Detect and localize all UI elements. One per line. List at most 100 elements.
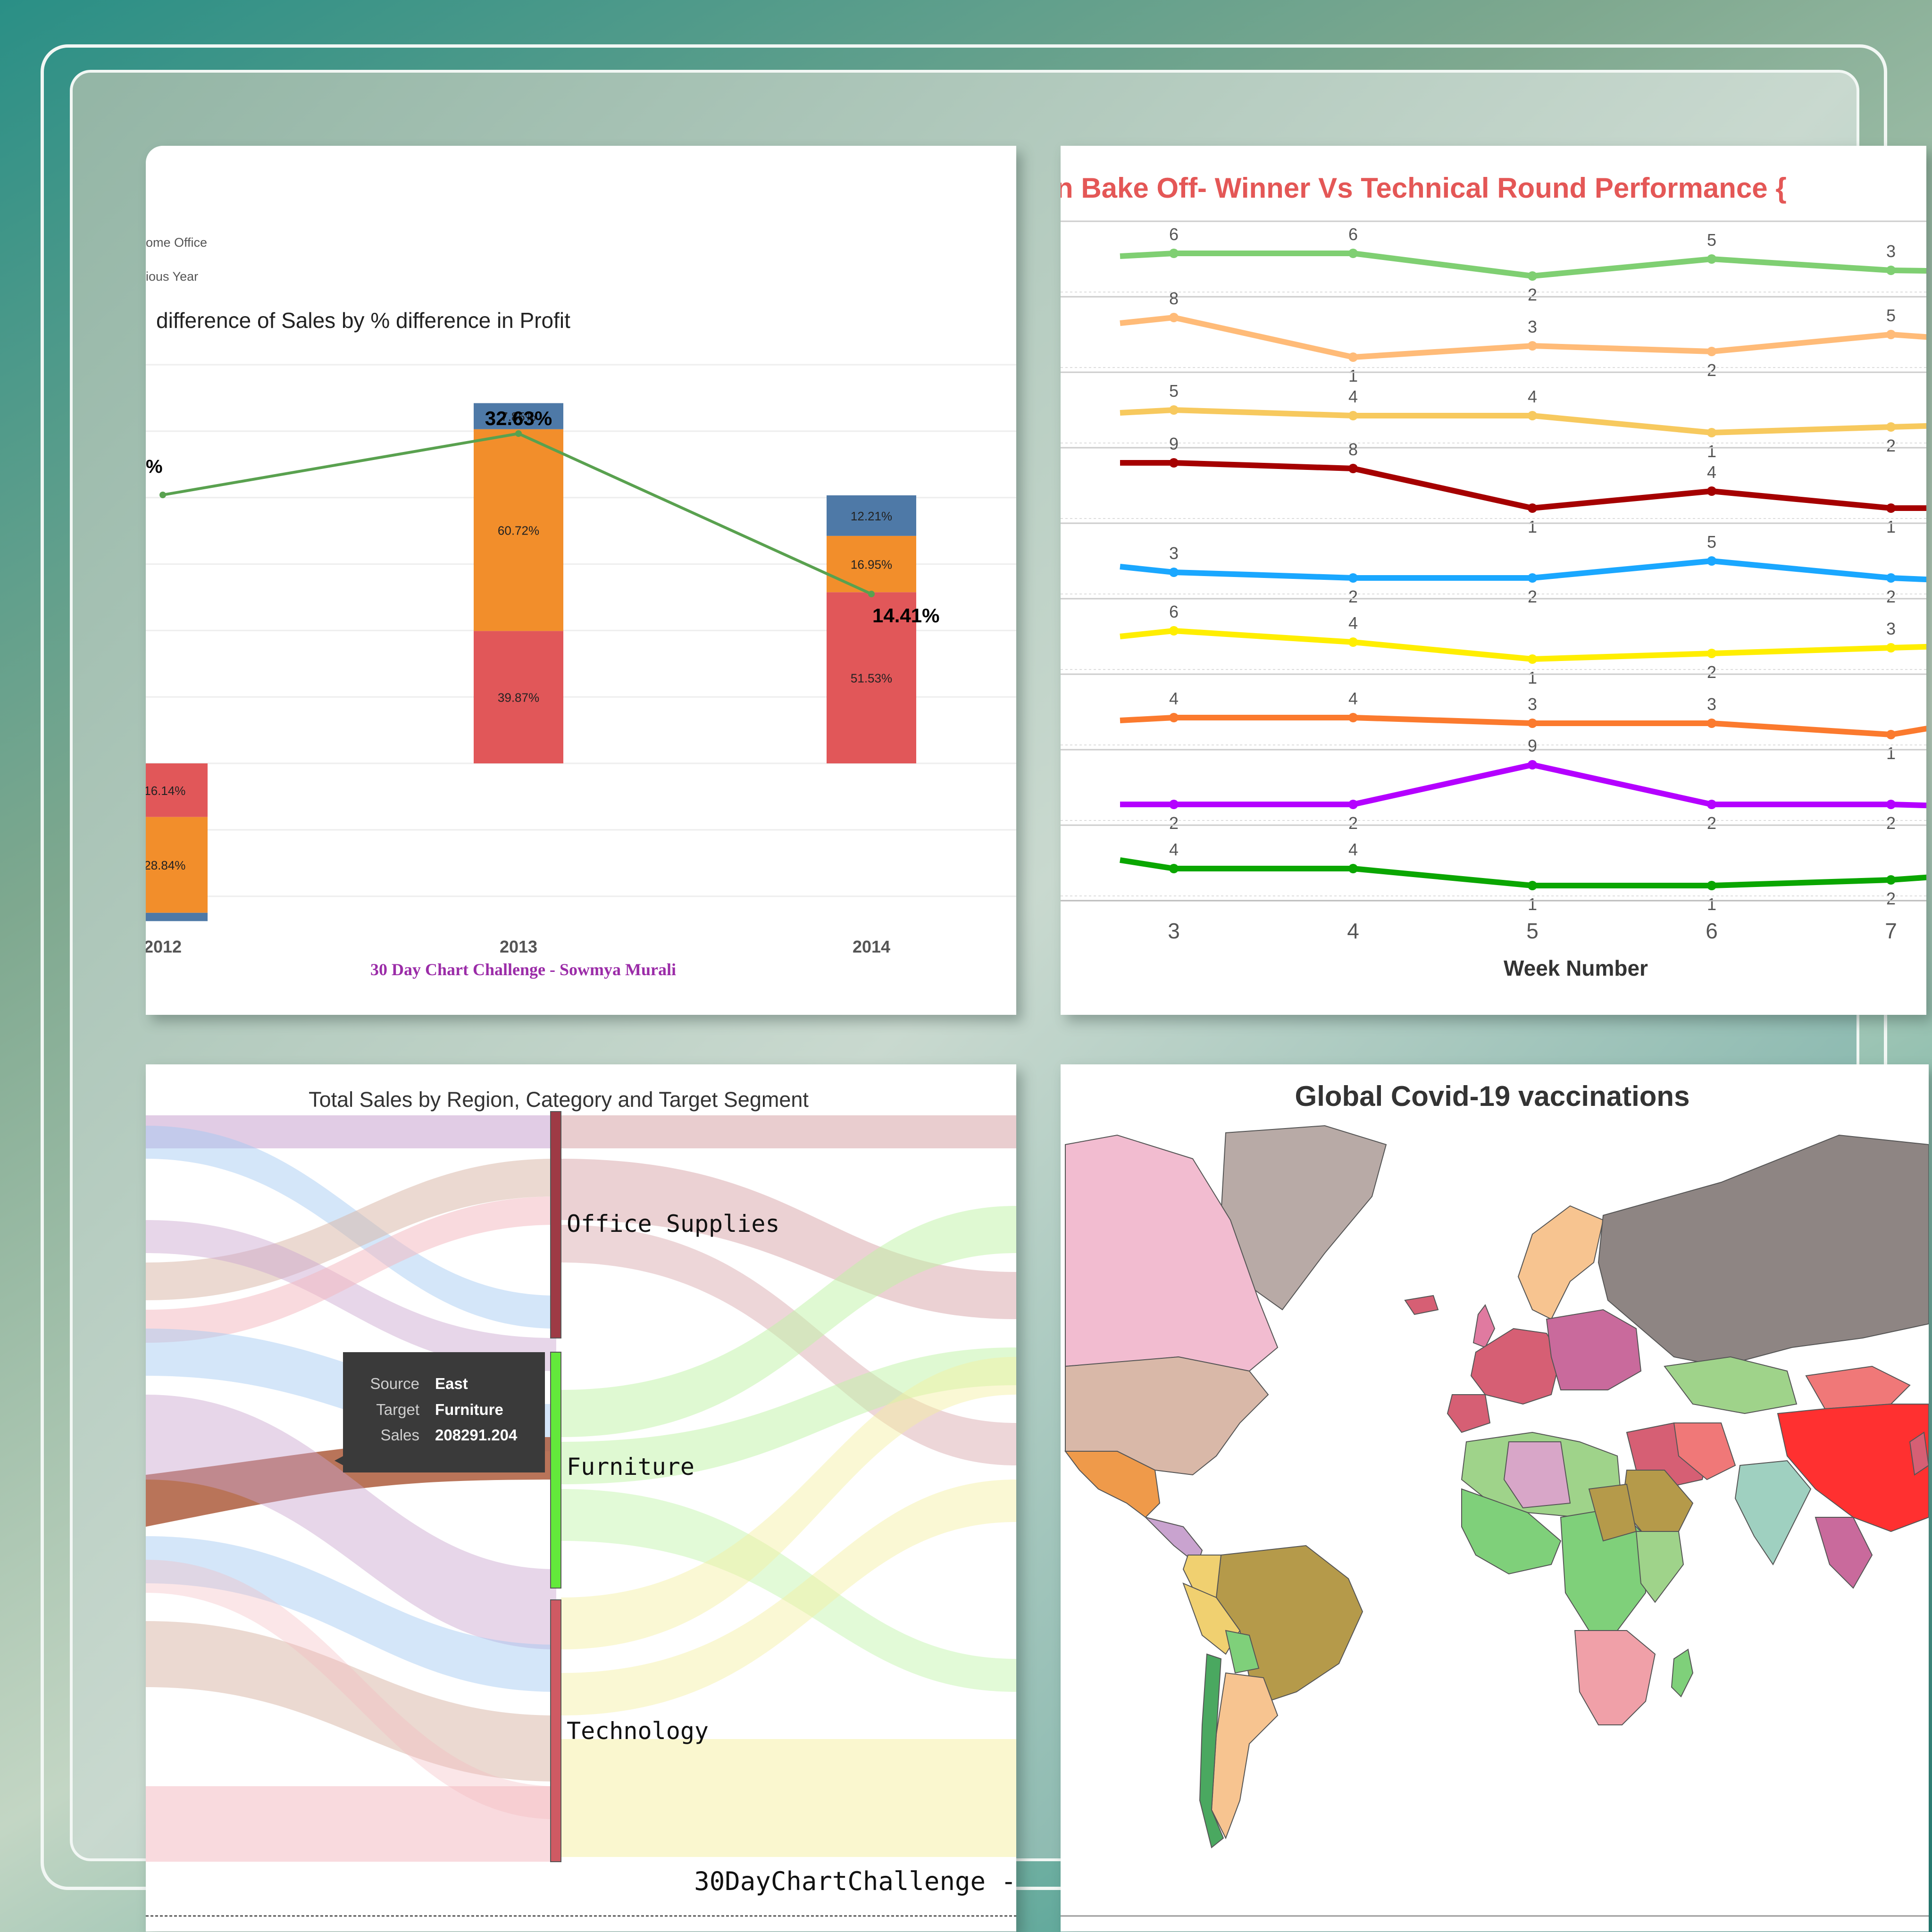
bar-segment [146, 912, 208, 921]
point-label: 6 [1169, 602, 1179, 621]
profit-line-point [515, 430, 522, 437]
series-line [1120, 558, 1926, 583]
series-line [1120, 857, 1926, 888]
series-line [1120, 628, 1926, 662]
point-label: 3 [1707, 694, 1716, 714]
point-label: 2 [1886, 813, 1896, 833]
inner-frame: ome Office ious Year difference of Sales… [70, 70, 1929, 1932]
series-point [1348, 573, 1358, 583]
map-panel: Global Covid-19 vaccinations [1061, 1064, 1929, 1932]
x-axis-ticks: 3 4 5 6 7 [1168, 919, 1897, 943]
point-label: 1 [1528, 517, 1537, 536]
country-madagascar [1671, 1648, 1694, 1698]
bar-segment [827, 592, 916, 764]
bar-segment [827, 495, 916, 536]
point-label: 4 [1348, 689, 1358, 708]
series-point [1707, 800, 1716, 809]
bar-segment [474, 429, 563, 631]
point-label: 1 [1886, 517, 1896, 536]
series-point [1169, 626, 1179, 636]
country-iceland [1404, 1295, 1439, 1315]
sankey-node-technology[interactable] [550, 1599, 561, 1862]
bars: -16.14% -28.84% 39.87% 60.72% 7.85% 51.53% 16.… [146, 403, 916, 921]
small-multiple-row: 4 4 1 1 2 [1061, 824, 1926, 914]
chart-title: Total Sales by Region, Category and Targ… [309, 1087, 809, 1112]
world-map: Global Covid-19 vaccinations [1061, 1080, 1929, 1917]
sankey-link [146, 1786, 556, 1862]
tooltip: Source East Target Furniture Sales 20829… [335, 1352, 545, 1472]
tooltip-source-label: Source [370, 1375, 419, 1392]
bar-data-label: 60.72% [498, 524, 539, 538]
point-label: 5 [1707, 532, 1716, 552]
chart-title: n Bake Off- Winner Vs Technical Round Pe… [1061, 172, 1787, 204]
tooltip-source-value: East [435, 1375, 468, 1392]
left-line-label: % [146, 456, 163, 477]
series-point [1348, 464, 1358, 473]
series-point [1886, 503, 1896, 513]
sankey-link [561, 1206, 1016, 1437]
point-label: 3 [1169, 544, 1179, 563]
tooltip-target-value: Furniture [435, 1401, 503, 1418]
series-point [1348, 713, 1358, 722]
series-point [1528, 654, 1537, 664]
point-label: 2 [1169, 813, 1179, 833]
point-label: 2 [1707, 662, 1716, 682]
point-label: 5 [1886, 306, 1896, 325]
series-point [1886, 875, 1896, 885]
series-point [1528, 411, 1537, 420]
stacked-bar-line-panel: ome Office ious Year difference of Sales… [146, 146, 1016, 1015]
point-label: 5 [1169, 381, 1179, 401]
sankey-link [146, 1159, 556, 1300]
sankey-node-furniture[interactable] [550, 1352, 561, 1589]
bake-off-line-chart: n Bake Off- Winner Vs Technical Round Pe… [1061, 172, 1926, 980]
sankey-node-label-furniture: Furniture [567, 1453, 694, 1480]
point-label: 2 [1886, 587, 1896, 606]
x-tick-label: 2013 [500, 937, 537, 956]
series-point [1707, 719, 1716, 728]
chart-title: Global Covid-19 vaccinations [1295, 1080, 1690, 1112]
x-tick-label: 7 [1885, 919, 1897, 943]
bar-segment [474, 403, 563, 429]
sankey-link [561, 1357, 1016, 1649]
country-uk [1472, 1304, 1496, 1348]
sankey-link [561, 1489, 1016, 1692]
series-point [1528, 881, 1537, 890]
country-spain [1447, 1394, 1491, 1433]
bar-data-label: 51.53% [851, 671, 892, 686]
point-label: 2 [1886, 889, 1896, 908]
bar-data-label: 7.85% [501, 410, 536, 424]
bar-data-label: -16.14% [146, 784, 185, 798]
small-multiple-row: 6 6 2 5 3 [1061, 220, 1926, 304]
point-label: 9 [1169, 434, 1179, 453]
series-line [1120, 460, 1926, 511]
point-label: 3 [1886, 619, 1896, 638]
x-tick-label: 3 [1168, 919, 1180, 943]
series-point [1528, 341, 1537, 351]
point-label: 3 [1528, 694, 1537, 714]
country-scandinavia [1517, 1205, 1604, 1320]
series-point [1886, 643, 1896, 652]
country-europe-west [1470, 1328, 1562, 1405]
series-point [1348, 864, 1358, 873]
series-point [1348, 800, 1358, 809]
country-argentina [1211, 1672, 1279, 1840]
series-point [1348, 637, 1358, 647]
point-label: 3 [1528, 317, 1537, 336]
country-eastern-europe [1546, 1309, 1642, 1390]
point-label: 2 [1886, 436, 1896, 455]
tooltip-target-label: Target [376, 1401, 419, 1418]
countries [1064, 1125, 1929, 1848]
sankey-node-office-supplies[interactable] [550, 1111, 561, 1338]
point-label: 4 [1348, 840, 1358, 859]
sankey-link [146, 1536, 556, 1692]
small-multiple-row: 2 2 9 2 2 [1061, 736, 1926, 833]
x-axis-title: Week Number [1504, 956, 1648, 980]
sankey-panel: Total Sales by Region, Category and Targ… [146, 1064, 1016, 1932]
point-label: 5 [1707, 230, 1716, 250]
country-mongolia [1805, 1365, 1911, 1410]
series-line [1120, 715, 1926, 737]
series-point [1707, 881, 1716, 890]
sankey-link [561, 1480, 1016, 1715]
bar-data-label: 39.87% [498, 691, 539, 705]
